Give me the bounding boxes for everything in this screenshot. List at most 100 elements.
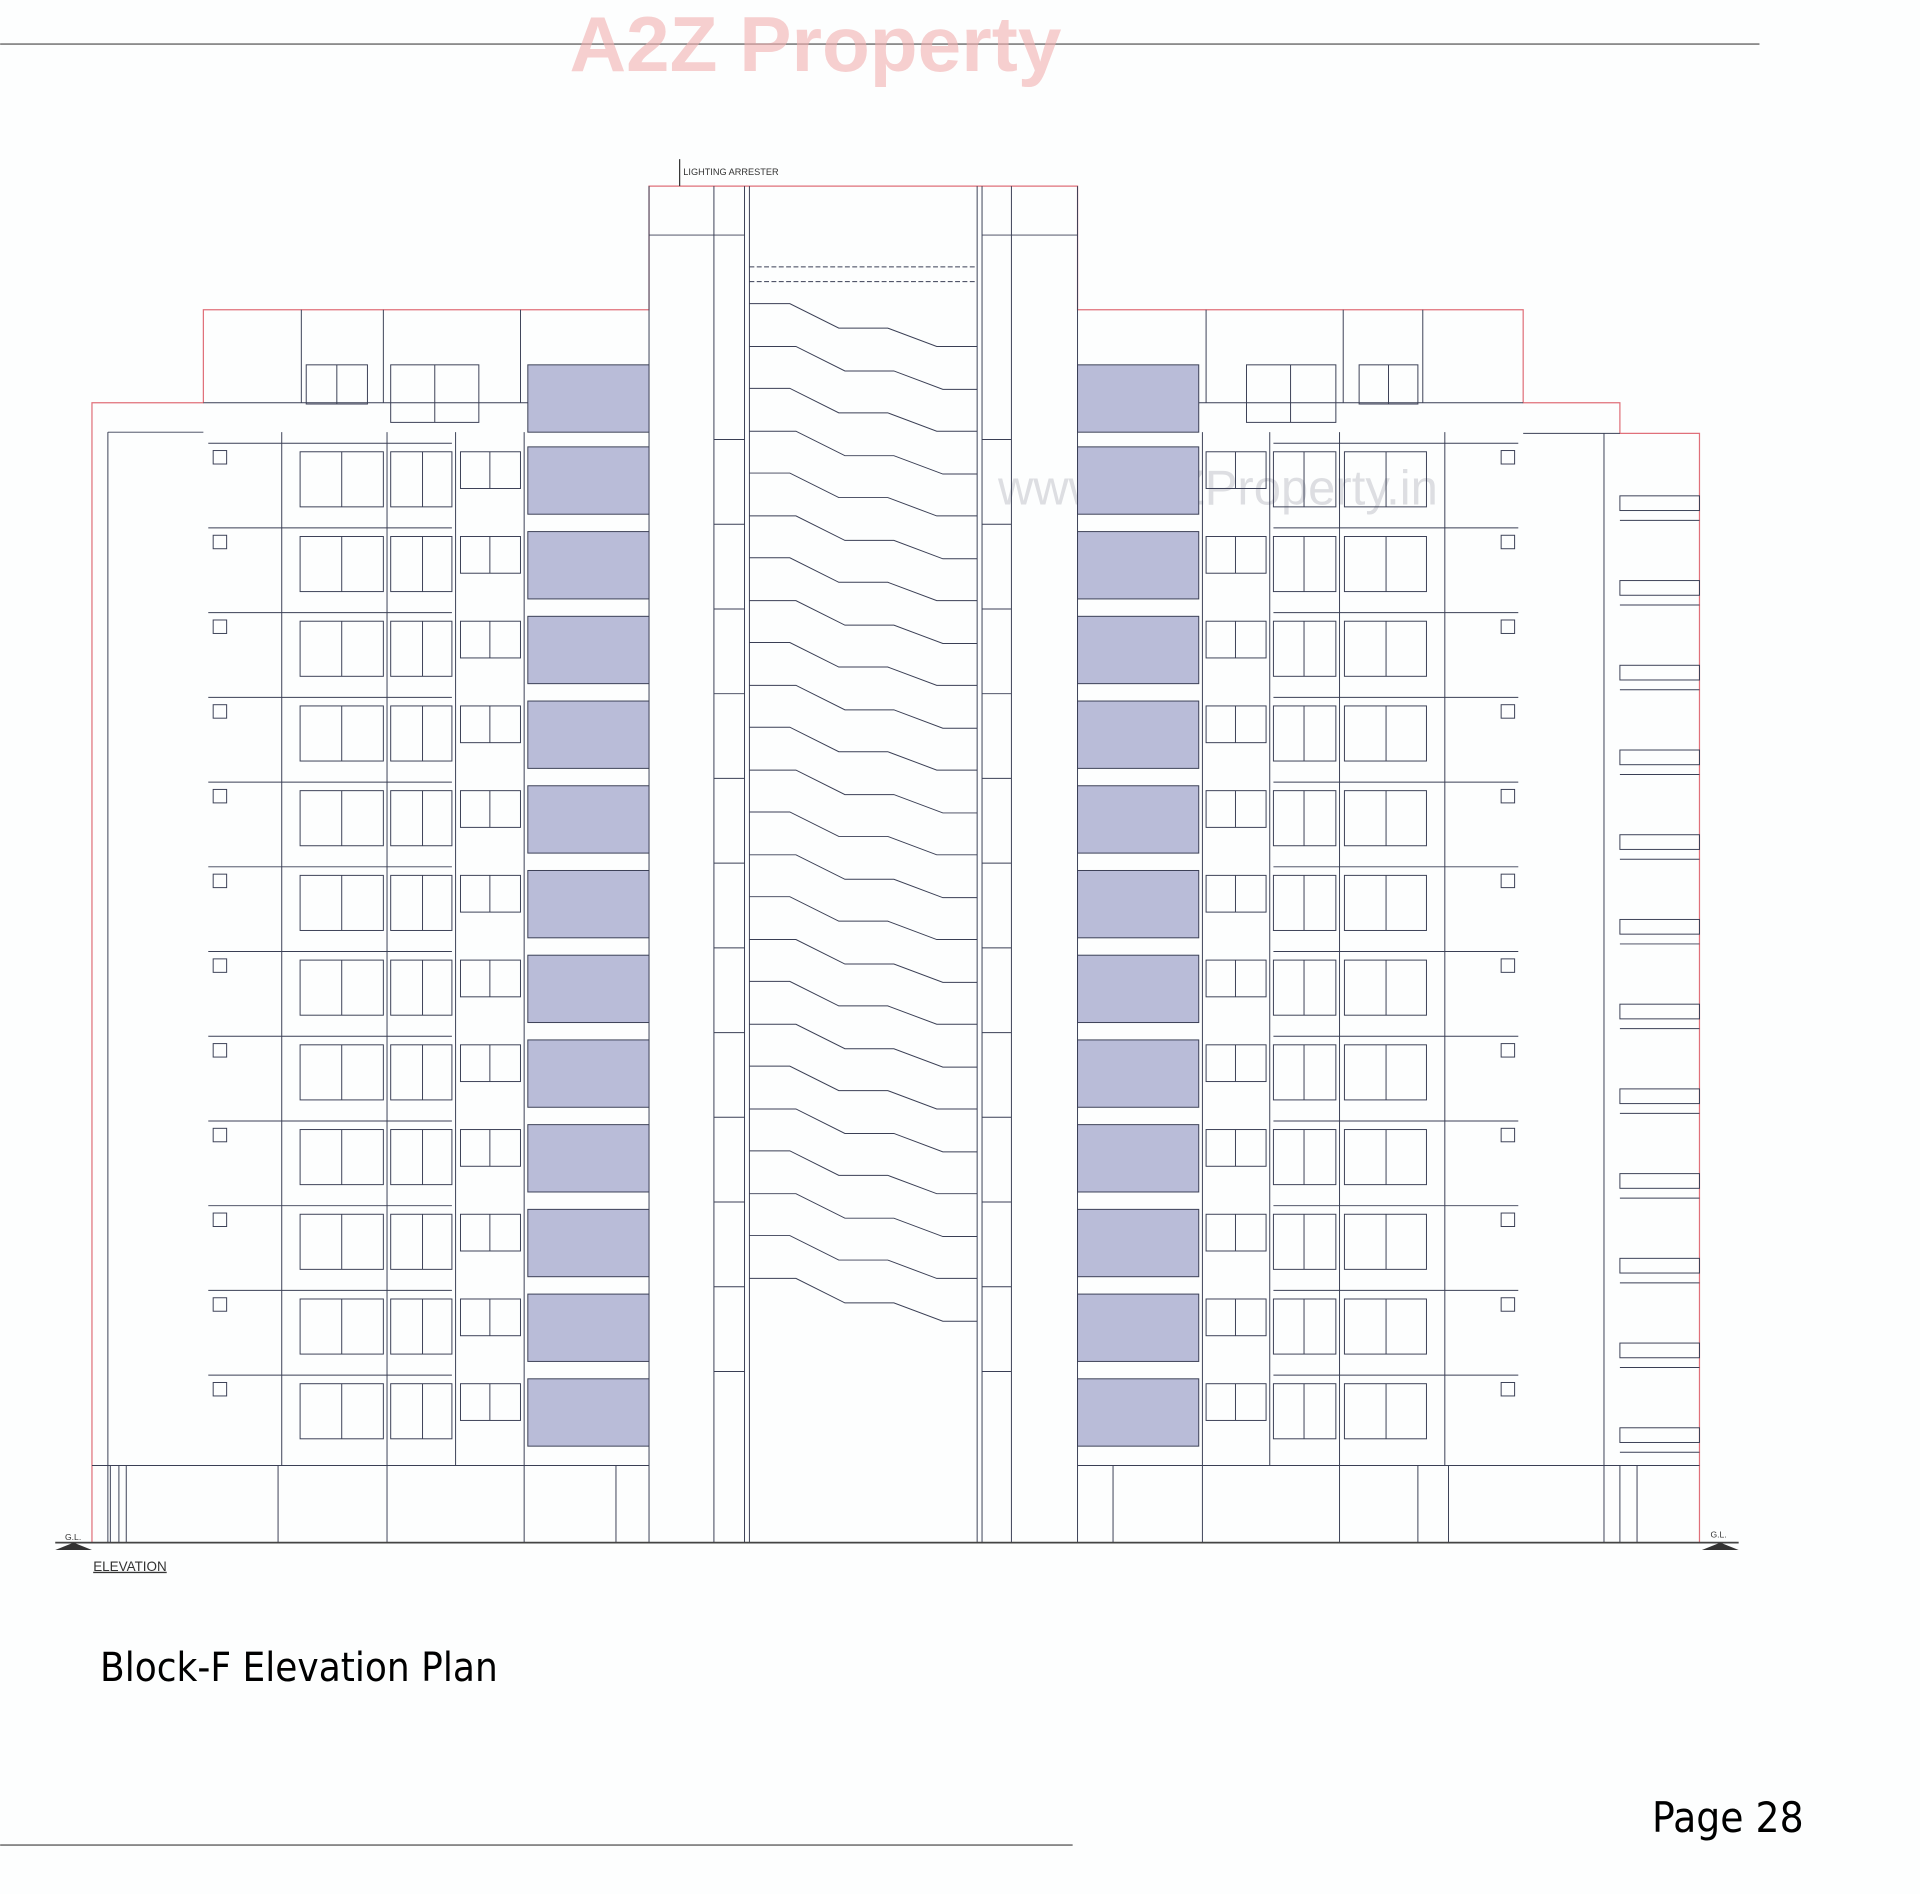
window — [390, 874, 453, 931]
window — [1272, 1044, 1337, 1101]
side-band — [1619, 1173, 1700, 1189]
window — [1205, 536, 1267, 574]
window — [1343, 790, 1427, 847]
glazed-panel — [1077, 869, 1200, 939]
window — [390, 1044, 453, 1101]
side-band — [1619, 580, 1700, 596]
ledge-bracket — [212, 1381, 228, 1397]
window — [1343, 705, 1427, 762]
glazed-panel — [1077, 1208, 1200, 1278]
window — [1343, 536, 1427, 593]
ledge-bracket — [1500, 1381, 1516, 1397]
ledge-bracket — [212, 873, 228, 889]
window — [390, 620, 453, 677]
glazed-panel — [527, 615, 650, 685]
stair-flight — [749, 1108, 978, 1153]
window — [1343, 1044, 1427, 1101]
ledge-bracket — [212, 1043, 228, 1058]
stair-flight — [749, 515, 978, 560]
window — [390, 1298, 453, 1355]
glazed-panel — [1077, 954, 1200, 1024]
ledge-bracket — [1500, 1212, 1516, 1227]
glazed-panel — [1077, 785, 1200, 854]
ledge-bracket — [1500, 450, 1516, 465]
window — [1272, 620, 1337, 677]
ledge-bracket — [212, 788, 228, 804]
window — [459, 1129, 521, 1167]
ledge-bracket — [212, 1297, 228, 1312]
side-band — [1619, 1342, 1700, 1359]
glazed-panel — [527, 1124, 650, 1193]
ledge-bracket — [212, 534, 228, 550]
stair-flight — [749, 303, 978, 347]
glazed-panel — [527, 1378, 650, 1447]
window — [1272, 1298, 1337, 1355]
glazed-panel — [527, 869, 650, 939]
stair-flight — [749, 896, 978, 941]
window — [1272, 959, 1337, 1016]
glazed-panel — [1077, 446, 1200, 515]
stair-flight — [749, 980, 978, 1025]
window — [459, 536, 521, 574]
window — [1205, 1298, 1267, 1337]
window — [1272, 1383, 1337, 1440]
ledge-bracket — [1500, 873, 1516, 889]
window — [390, 451, 453, 508]
ledge-bracket — [1500, 704, 1516, 719]
glazed-panel — [527, 446, 650, 515]
side-band — [1619, 1003, 1700, 1020]
lightning-arrester-label: LIGHTING ARRESTER — [683, 167, 779, 177]
window — [390, 1129, 453, 1186]
building-elevation — [91, 185, 1701, 1543]
ledge-bracket — [1500, 1297, 1516, 1312]
glazed-panel — [527, 1208, 650, 1278]
glazed-panel — [1077, 1293, 1200, 1362]
window — [459, 705, 521, 744]
glazed-panel — [527, 1293, 650, 1362]
ledge-bracket — [212, 1127, 228, 1143]
window — [1272, 451, 1337, 508]
window — [1343, 959, 1427, 1016]
window — [459, 1298, 521, 1337]
glazed-panel — [527, 364, 650, 433]
window — [459, 1383, 521, 1421]
stair-flight — [749, 939, 978, 983]
side-band — [1619, 1257, 1700, 1274]
stair-flight — [749, 600, 978, 644]
glazed-panel — [527, 954, 650, 1024]
stair-flight — [749, 1277, 978, 1322]
window — [459, 451, 521, 489]
window — [459, 874, 521, 913]
window — [459, 620, 521, 659]
ledge-bracket — [212, 619, 228, 634]
ledge-bracket — [212, 450, 228, 465]
window — [1272, 705, 1337, 762]
ledge-bracket — [1500, 534, 1516, 550]
window — [390, 536, 453, 593]
window — [390, 1213, 453, 1270]
stair-flight — [749, 1065, 978, 1110]
window — [390, 1383, 453, 1440]
window — [390, 790, 453, 847]
window — [1245, 364, 1337, 423]
window — [1205, 1129, 1267, 1167]
ground-level-marker-left — [55, 1542, 92, 1550]
ledge-bracket — [212, 1212, 228, 1227]
glazed-panel — [527, 785, 650, 854]
side-band — [1619, 834, 1700, 850]
window — [390, 705, 453, 762]
building-outline — [91, 185, 1701, 1543]
side-band — [1619, 495, 1700, 512]
window — [1343, 1298, 1427, 1355]
window — [1343, 1383, 1427, 1440]
stair-flight — [749, 1023, 978, 1068]
ledge-bracket — [212, 958, 228, 973]
drawing-caption: Block-F Elevation Plan — [100, 1645, 498, 1691]
glazed-panel — [1077, 531, 1200, 600]
page-number: Page 28 — [1652, 1793, 1804, 1842]
glazed-panel — [527, 700, 650, 769]
stair-flight — [749, 726, 978, 771]
ground-level-marker-right — [1701, 1542, 1739, 1550]
ledge-bracket — [1500, 958, 1516, 973]
